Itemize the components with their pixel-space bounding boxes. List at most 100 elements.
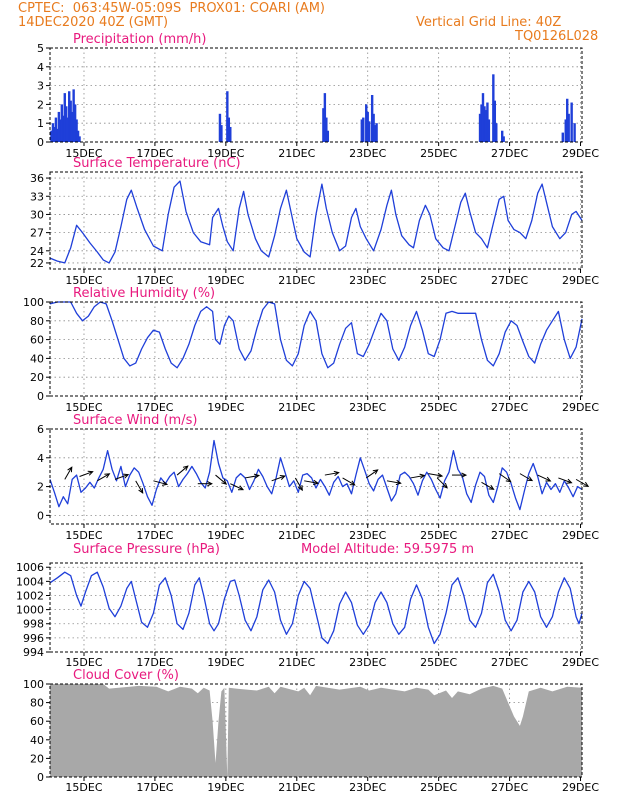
precip-bar bbox=[229, 126, 232, 142]
press-ytick-label: 1000 bbox=[16, 604, 44, 617]
wind-arrow-head bbox=[237, 485, 245, 491]
precip-ytick-label: 4 bbox=[37, 61, 44, 74]
rh-title: Relative Humidity (%) bbox=[73, 286, 215, 301]
precip-bar bbox=[66, 117, 69, 142]
temp-ytick-label: 24 bbox=[30, 245, 44, 258]
precip-xtick-label: 29DEC bbox=[562, 147, 599, 160]
temp-xtick-label: 29DEC bbox=[562, 274, 599, 287]
precip-bar bbox=[78, 136, 81, 142]
rh-xtick-label: 23DEC bbox=[349, 401, 386, 414]
temp-xtick-label: 25DEC bbox=[420, 274, 457, 287]
precip-bar bbox=[566, 98, 569, 142]
press-xtick-label: 21DEC bbox=[278, 656, 315, 669]
wind-arrow-head bbox=[138, 487, 144, 494]
cloud-xtick-label: 17DEC bbox=[136, 781, 173, 794]
wind-xtick-label: 19DEC bbox=[207, 529, 244, 542]
precip-bar bbox=[366, 111, 369, 142]
wind-arrow-shaft bbox=[176, 465, 189, 476]
temp-xtick-label: 23DEC bbox=[349, 274, 386, 287]
wind-arrow-shaft bbox=[436, 477, 448, 489]
wind-arrow-shaft bbox=[481, 481, 494, 490]
precip-bar bbox=[51, 123, 55, 142]
precip-bar bbox=[483, 106, 486, 142]
cloud-xtick-label: 25DEC bbox=[420, 781, 457, 794]
precip-bar bbox=[59, 119, 62, 142]
wind-arrow-shaft bbox=[537, 474, 551, 482]
cloud-xtick-label: 23DEC bbox=[349, 781, 386, 794]
cloud-ytick-label: 80 bbox=[30, 697, 44, 710]
rh-ytick-label: 80 bbox=[30, 315, 44, 328]
rh-xtick-label: 17DEC bbox=[136, 401, 173, 414]
rh-xtick-label: 27DEC bbox=[491, 401, 528, 414]
wind-arrow-shaft bbox=[135, 480, 144, 494]
wind-ytick-label: 2 bbox=[37, 481, 44, 494]
precip-bar bbox=[484, 110, 488, 142]
precip-bar bbox=[227, 117, 231, 142]
press-xtick-label: 25DEC bbox=[420, 656, 457, 669]
wind-arrow-shaft bbox=[558, 477, 572, 484]
wind-xtick-label: 25DEC bbox=[420, 529, 457, 542]
precip-bar bbox=[375, 123, 378, 142]
temp-xtick-label: 21DEC bbox=[278, 274, 315, 287]
press-xtick-label: 19DEC bbox=[207, 656, 244, 669]
temp-xtick-label: 15DEC bbox=[65, 274, 102, 287]
wind-arrow-shaft bbox=[97, 473, 110, 482]
precip-bar bbox=[54, 117, 58, 142]
precip-ytick-label: 5 bbox=[37, 42, 44, 55]
cloud-ytick-label: 0 bbox=[37, 771, 44, 784]
precip-bar bbox=[322, 108, 325, 142]
wind-arrow-head bbox=[297, 485, 303, 492]
temp-ytick-label: 22 bbox=[30, 257, 44, 270]
wind-arrow-shaft bbox=[428, 473, 443, 477]
cloud-xtick-label: 21DEC bbox=[278, 781, 315, 794]
header-code: TQ0126L028 bbox=[515, 29, 599, 44]
precip-ytick-label: 2 bbox=[37, 98, 44, 111]
wind-arrow-head bbox=[488, 484, 495, 490]
precip-xtick-label: 19DEC bbox=[207, 147, 244, 160]
wind-arrow-head bbox=[437, 472, 444, 478]
precip-bar bbox=[60, 104, 64, 142]
press-xtick-label: 17DEC bbox=[136, 656, 173, 669]
precip-bar bbox=[73, 104, 77, 142]
wind-arrow-head bbox=[123, 473, 130, 479]
wind-arrow-head bbox=[527, 476, 534, 482]
cloud-xtick-label: 27DEC bbox=[491, 781, 528, 794]
wind-arrow-shaft bbox=[386, 480, 401, 484]
cloud-xtick-label: 19DEC bbox=[207, 781, 244, 794]
wind-arrow-head bbox=[505, 477, 512, 483]
cloud-xtick-label: 15DEC bbox=[65, 781, 102, 794]
precip-bar bbox=[62, 115, 65, 142]
wind-arrow-head bbox=[442, 482, 448, 489]
precip-bar bbox=[370, 95, 374, 142]
wind-arrow-shaft bbox=[244, 475, 259, 479]
press-xtick-label: 15DEC bbox=[65, 656, 102, 669]
precip-ytick-label: 0 bbox=[37, 136, 44, 149]
temp-frame bbox=[49, 171, 583, 270]
precip-bar bbox=[65, 106, 68, 142]
precip-bar bbox=[365, 104, 368, 142]
precip-ytick-label: 1 bbox=[37, 117, 44, 130]
wind-arrow-head bbox=[583, 481, 590, 487]
precip-bar bbox=[487, 119, 491, 142]
wind-line bbox=[49, 439, 583, 511]
temp-title: Surface Temperature (nC) bbox=[73, 156, 241, 171]
rh-ytick-label: 60 bbox=[30, 334, 44, 347]
temp-ytick-label: 30 bbox=[30, 208, 44, 221]
cloud-frame bbox=[49, 683, 583, 778]
wind-arrow-head bbox=[545, 476, 552, 482]
wind-arrow-head bbox=[87, 470, 94, 476]
precip-bar bbox=[478, 113, 482, 142]
temp-line bbox=[49, 180, 583, 264]
wind-arrow-head bbox=[253, 473, 261, 479]
precip-bar bbox=[493, 100, 497, 142]
temp-xtick-label: 27DEC bbox=[491, 274, 528, 287]
wind-frame bbox=[49, 428, 583, 525]
precip-bar bbox=[72, 89, 75, 142]
wind-arrow-shaft bbox=[271, 475, 285, 482]
precip-bar bbox=[56, 128, 59, 142]
precip-bar bbox=[226, 91, 229, 142]
wind-arrow-head bbox=[221, 479, 228, 485]
temp-ytick-label: 33 bbox=[30, 190, 44, 203]
wind-arrow-shaft bbox=[324, 472, 339, 476]
